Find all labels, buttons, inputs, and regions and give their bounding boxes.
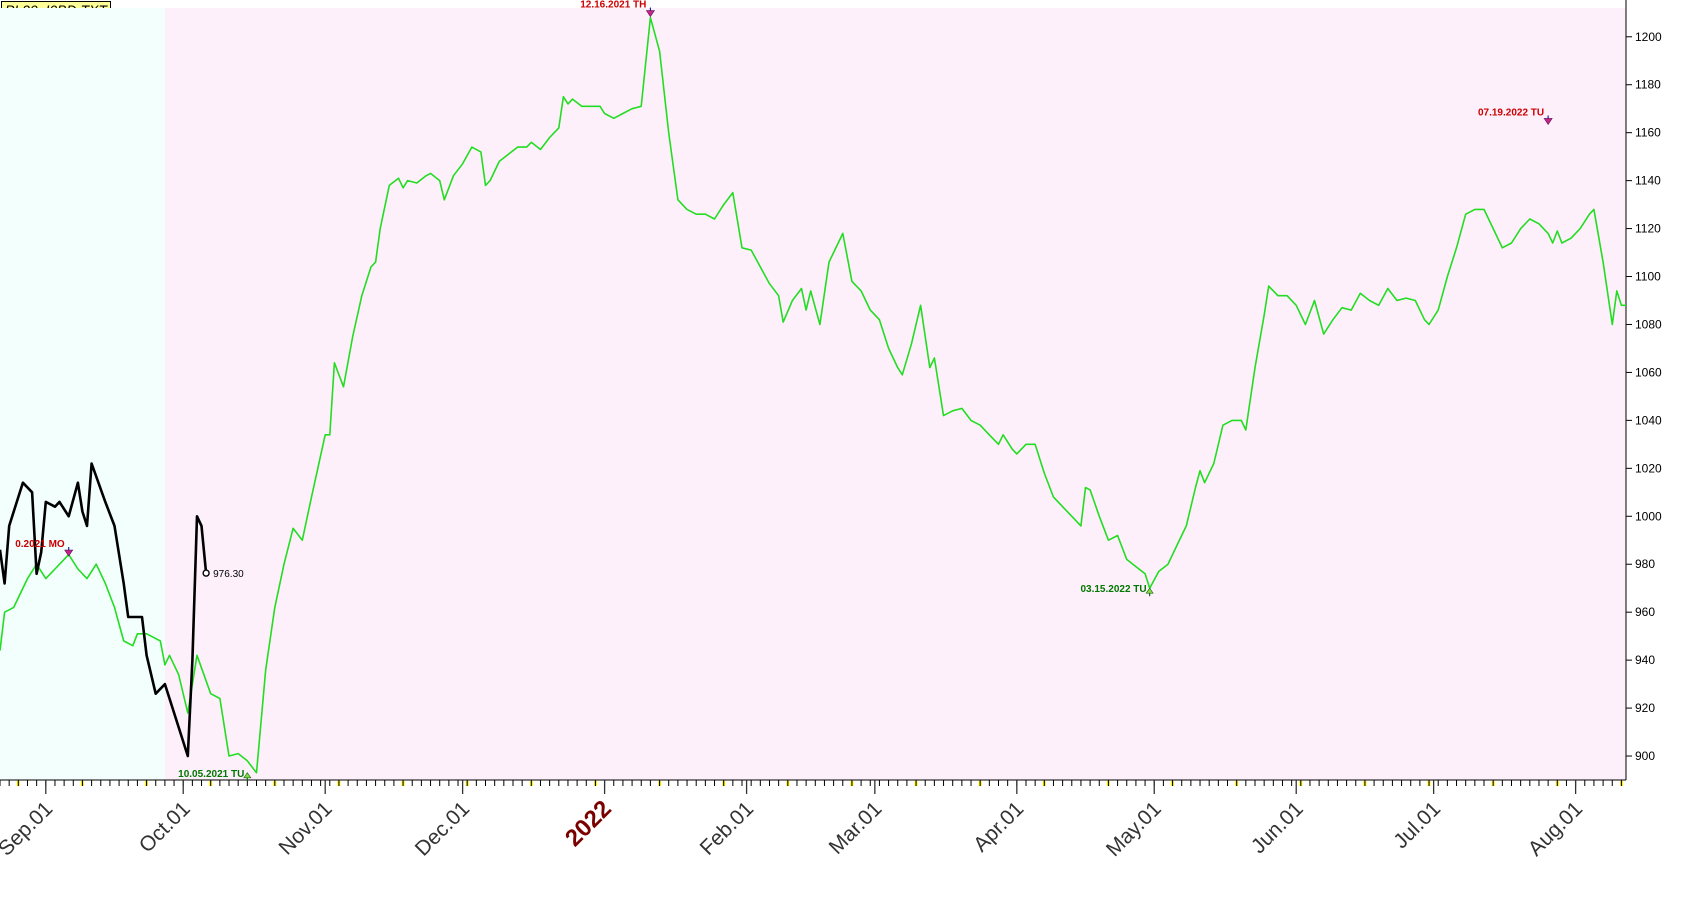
pivot-arrow-up-icon [243, 772, 252, 779]
y-tick-label: 1000 [1635, 509, 1662, 523]
pivot-label: 07.19.2022 TU [1478, 107, 1544, 118]
y-tick-label: 940 [1635, 653, 1655, 667]
y-tick-label: 1040 [1635, 413, 1662, 427]
y-tick-label: 1060 [1635, 365, 1662, 379]
y-tick-label: 1080 [1635, 317, 1662, 331]
last-value-dot [202, 569, 210, 577]
x-month-label: Jun.01 [1247, 797, 1308, 858]
x-axis: Sep.01 Oct.01 Nov.01 Dec.01 2022 Feb.01 Mar.01… [0, 779, 1626, 861]
history-background [0, 8, 165, 780]
y-axis: 900 920 940 960 980 1000 1020 1040 1060 1080 1100 1… [1625, 0, 1662, 780]
pivot-low: 03.15.2022 TU [1080, 584, 1154, 597]
pivot-label: 10.05.2021 TU [178, 769, 244, 780]
pivot-arrow-down-icon [645, 10, 655, 18]
y-tick-label: 960 [1635, 605, 1655, 619]
x-year-label: 2022 [560, 795, 617, 852]
pivot-high: 0.2021 MO [15, 539, 74, 557]
y-tick-label: 1140 [1635, 174, 1661, 188]
x-month-label: May.01 [1102, 797, 1166, 861]
y-tick-label: 1200 [1635, 30, 1662, 44]
last-value-label: 976.30 [213, 569, 244, 580]
y-tick-label: 1160 [1635, 126, 1661, 140]
y-tick-label: 1020 [1635, 461, 1662, 475]
pivot-label: 0.2021 MO [15, 539, 65, 550]
forecast-series-line [0, 16, 1626, 774]
x-month-label: Dec.01 [411, 797, 474, 860]
x-month-label: Jul.01 [1389, 797, 1445, 853]
y-tick-label: 1180 [1635, 78, 1661, 92]
x-month-label: Feb.01 [696, 797, 759, 860]
pivot-arrow-down-icon [1543, 118, 1553, 126]
y-tick-label: 920 [1635, 701, 1655, 715]
pivot-arrow-up-icon [1145, 587, 1154, 594]
x-month-label: Nov.01 [275, 797, 337, 859]
pivot-arrow-down-icon [64, 549, 74, 557]
x-month-label: Apr.01 [969, 797, 1028, 856]
x-month-label: Oct.01 [135, 797, 195, 857]
pivot-low: 10.05.2021 TU [178, 769, 252, 781]
y-tick-label: 980 [1635, 557, 1655, 571]
price-series-line [0, 462, 208, 758]
pivot-high: 07.19.2022 TU [1478, 107, 1553, 126]
x-month-label: Aug.01 [1524, 797, 1587, 860]
pivot-label: 03.15.2022 TU [1080, 584, 1146, 595]
pivot-markers: 0.2021 MO 10.05.2021 TU 12.16.2021 TH 03.15… [15, 0, 1553, 781]
pivot-label: 12.16.2021 TH [580, 0, 646, 11]
forecast-background [164, 8, 1626, 780]
pivot-high: 12.16.2021 TH [580, 0, 655, 18]
y-tick-label: 1120 [1635, 222, 1661, 236]
last-value-marker: 976.30 [202, 569, 244, 580]
y-tick-label: 900 [1635, 749, 1655, 763]
x-month-label: Mar.01 [825, 797, 887, 859]
y-tick-label: 1100 [1635, 270, 1661, 284]
x-month-label: Sep.01 [0, 797, 57, 860]
